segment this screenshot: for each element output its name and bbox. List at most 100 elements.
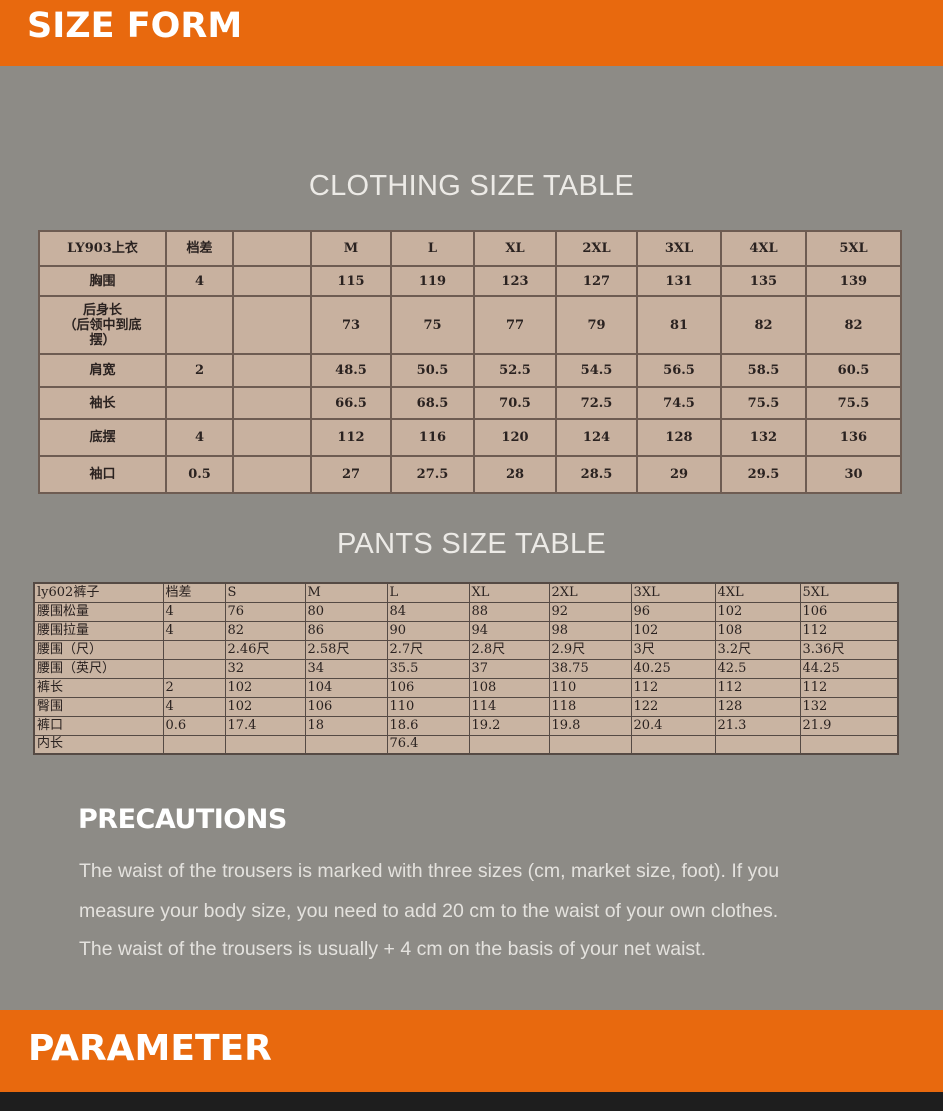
table-cell — [630, 734, 716, 755]
table-cell: 48.5 — [310, 353, 392, 388]
table-header-cell: 档差 — [162, 582, 226, 603]
table-cell: 81 — [636, 295, 722, 355]
table-cell: 131 — [636, 265, 722, 297]
table-header-cell: LY903上衣 — [38, 230, 167, 267]
table-header-cell: ly602裤子 — [33, 582, 164, 603]
table-cell: 袖口 — [38, 455, 167, 494]
table-cell: 110 — [548, 677, 632, 698]
table-cell: 106 — [799, 601, 899, 622]
table-cell: 2 — [162, 677, 226, 698]
table-cell: 108 — [714, 620, 801, 641]
table-cell: 106 — [304, 696, 388, 717]
table-cell: 112 — [630, 677, 716, 698]
table-cell: 28 — [473, 455, 557, 494]
table-cell: 袖长 — [38, 386, 167, 420]
table-cell — [714, 734, 801, 755]
table-cell — [232, 455, 312, 494]
size-form-header: SIZE FORM — [0, 0, 943, 66]
table-header-cell: M — [310, 230, 392, 267]
table-header-cell — [232, 230, 312, 267]
table-cell: 19.2 — [468, 715, 550, 736]
table-cell: 70.5 — [473, 386, 557, 420]
table-row: 底摆 4 112 116 120 124 128 132 136 — [38, 418, 902, 457]
table-cell: 胸围 — [38, 265, 167, 297]
table-cell: 40.25 — [630, 658, 716, 679]
table-row: 袖长 66.5 68.5 70.5 72.5 74.5 75.5 75.5 — [38, 386, 902, 420]
table-header-cell: L — [390, 230, 475, 267]
table-cell: 77 — [473, 295, 557, 355]
table-cell: 21.3 — [714, 715, 801, 736]
table-cell: 腰围（尺） — [33, 639, 164, 660]
table-header-cell: 3XL — [630, 582, 716, 603]
table-cell: 102 — [714, 601, 801, 622]
table-cell: 34 — [304, 658, 388, 679]
table-cell: 128 — [714, 696, 801, 717]
precautions-line: The waist of the trousers is marked with… — [79, 860, 780, 882]
clothing-size-table: LY903上衣 档差 M L XL 2XL 3XL 4XL 5XL 胸围 4 115 119 123 127… — [38, 230, 902, 494]
bottom-divider — [0, 1092, 943, 1111]
table-row: 腰围拉量 4 82 86 90 94 98 102 108 112 — [33, 620, 899, 641]
table-cell: 37 — [468, 658, 550, 679]
clothing-table-title: CLOTHING SIZE TABLE — [308, 170, 635, 202]
table-cell: 29 — [636, 455, 722, 494]
table-cell: 68.5 — [390, 386, 475, 420]
table-cell: 76.4 — [386, 734, 470, 755]
table-cell — [304, 734, 388, 755]
table-cell — [468, 734, 550, 755]
table-cell: 82 — [224, 620, 306, 641]
table-cell: 4 — [165, 265, 234, 297]
table-cell: 0.5 — [165, 455, 234, 494]
table-cell: 2.7尺 — [386, 639, 470, 660]
table-cell: 2.46尺 — [224, 639, 306, 660]
table-cell: 4 — [162, 601, 226, 622]
table-cell: 88 — [468, 601, 550, 622]
table-cell: 74.5 — [636, 386, 722, 420]
table-cell: 裤长 — [33, 677, 164, 698]
table-header-cell: 5XL — [805, 230, 902, 267]
table-cell: 90 — [386, 620, 470, 641]
table-cell: 38.75 — [548, 658, 632, 679]
table-cell: 4 — [165, 418, 234, 457]
table-cell: 54.5 — [555, 353, 638, 388]
table-cell: 2.58尺 — [304, 639, 388, 660]
table-cell — [162, 658, 226, 679]
table-header-cell: 3XL — [636, 230, 722, 267]
table-row: 腰围松量 4 76 80 84 88 92 96 102 106 — [33, 601, 899, 622]
table-cell — [548, 734, 632, 755]
table-cell: 32 — [224, 658, 306, 679]
table-cell: 75.5 — [720, 386, 807, 420]
table-cell: 102 — [224, 677, 306, 698]
table-cell: 42.5 — [714, 658, 801, 679]
table-cell — [165, 295, 234, 355]
table-cell: 108 — [468, 677, 550, 698]
parameter-header: PARAMETER — [0, 1010, 943, 1092]
table-cell: 124 — [555, 418, 638, 457]
table-cell: 58.5 — [720, 353, 807, 388]
table-cell: 73 — [310, 295, 392, 355]
table-cell: 4 — [162, 620, 226, 641]
table-row: ly602裤子 档差 S M L XL 2XL 3XL 4XL 5XL — [33, 582, 899, 603]
table-cell: 96 — [630, 601, 716, 622]
table-cell: 3尺 — [630, 639, 716, 660]
table-cell: 80 — [304, 601, 388, 622]
table-cell — [232, 386, 312, 420]
table-cell: 112 — [310, 418, 392, 457]
table-cell: 112 — [799, 677, 899, 698]
table-cell: 臀围 — [33, 696, 164, 717]
table-row: 臀围 4 102 106 110 114 118 122 128 132 — [33, 696, 899, 717]
table-row: 肩宽 2 48.5 50.5 52.5 54.5 56.5 58.5 60.5 — [38, 353, 902, 388]
table-cell: 35.5 — [386, 658, 470, 679]
pants-size-table: ly602裤子 档差 S M L XL 2XL 3XL 4XL 5XL 腰围松量 4 76 80 84 88 9… — [33, 582, 899, 755]
table-header-cell: S — [224, 582, 306, 603]
table-cell: 114 — [468, 696, 550, 717]
table-row: 腰围（英尺） 32 34 35.5 37 38.75 40.25 42.5 44.25 — [33, 658, 899, 679]
table-header-cell: L — [386, 582, 470, 603]
pants-table-title: PANTS SIZE TABLE — [336, 528, 607, 560]
table-cell: 3.36尺 — [799, 639, 899, 660]
table-cell: 17.4 — [224, 715, 306, 736]
table-cell: 86 — [304, 620, 388, 641]
table-row: 裤长 2 102 104 106 108 110 112 112 112 — [33, 677, 899, 698]
table-cell: 28.5 — [555, 455, 638, 494]
table-header-cell: 4XL — [714, 582, 801, 603]
table-cell: 122 — [630, 696, 716, 717]
